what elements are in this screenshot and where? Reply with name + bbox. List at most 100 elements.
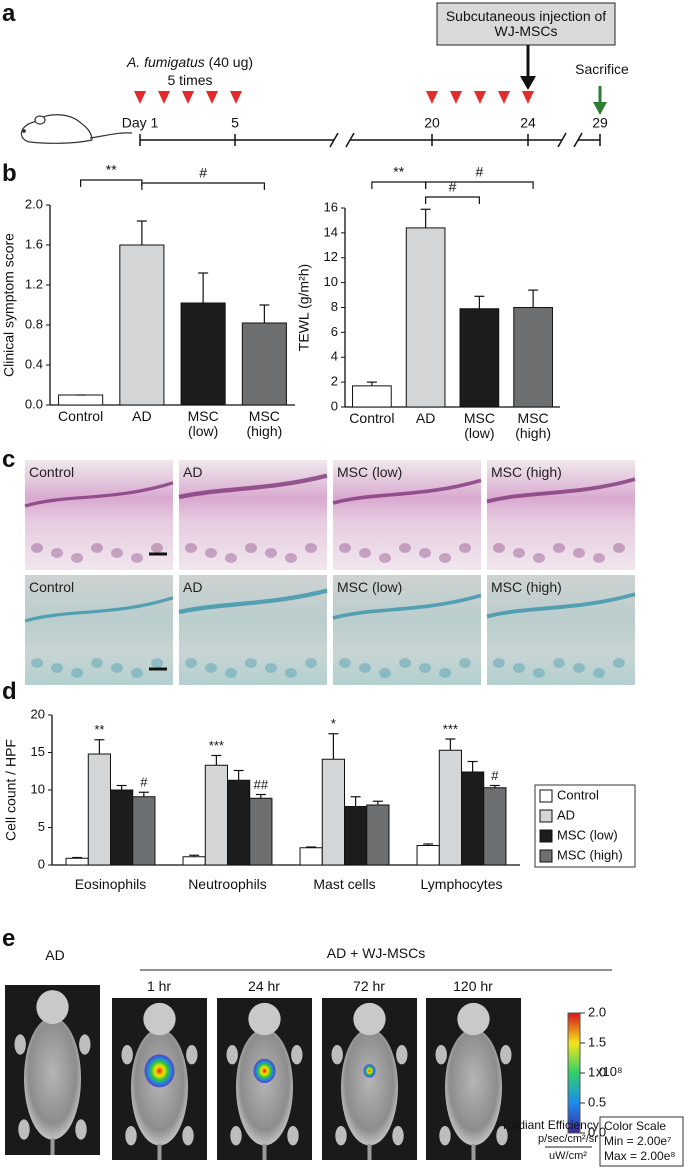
bar [65, 857, 89, 866]
legend-swatch [539, 809, 553, 823]
color-scale-bar [567, 1012, 581, 1134]
tissue-feature [419, 663, 431, 673]
scale-max: Max = 2.00e⁸ [604, 1149, 676, 1163]
tissue-feature [339, 543, 351, 553]
x-tick-label: AD [132, 408, 152, 424]
mouse-limb [230, 1125, 242, 1146]
bar [227, 779, 251, 866]
significance-label: * [331, 716, 336, 731]
significance-bracket [371, 181, 427, 189]
bar [321, 758, 345, 866]
mouse-limb [79, 1034, 91, 1055]
mouse-head [143, 1002, 176, 1036]
y-tick-label: 10 [31, 781, 45, 796]
y-tick-label: 8 [331, 299, 338, 314]
y-tick-label: 10 [324, 274, 338, 289]
tissue-feature [71, 668, 83, 678]
mouse-head [353, 1002, 386, 1036]
tissue-feature [285, 668, 297, 678]
tissue-edge [24, 596, 174, 623]
tissue-feature [305, 658, 317, 668]
panel-label: b [2, 160, 17, 187]
histology-label: MSC (low) [337, 579, 403, 595]
unit-denominator: uW/cm² [549, 1150, 587, 1162]
tissue-feature [359, 663, 371, 673]
y-axis-title: TEWL (g/m²h) [296, 264, 312, 351]
tissue-feature [225, 553, 237, 563]
tissue-feature [493, 543, 505, 553]
injection-arrowhead [520, 76, 536, 90]
dose-marker [450, 91, 462, 104]
x-tick-label: Eosinophils [74, 876, 147, 892]
tissue-feature [111, 548, 123, 558]
significance-label: # [491, 768, 499, 783]
y-tick-label: 6 [331, 324, 338, 339]
tissue-feature [131, 668, 143, 678]
stain-image [333, 575, 481, 685]
significance-label: *** [443, 721, 458, 736]
y-tick-label: 2.0 [25, 196, 43, 211]
tissue-edge [486, 477, 636, 504]
dose-marker [426, 91, 438, 104]
dose-marker [474, 91, 486, 104]
he-image [487, 460, 635, 570]
tissue-feature [51, 663, 63, 673]
mouse-limb [18, 1119, 30, 1140]
signal [144, 1054, 175, 1088]
significance-label: # [140, 775, 148, 790]
legend-label: AD [557, 807, 575, 822]
mouse-body [341, 1028, 398, 1146]
tissue-feature [91, 543, 103, 553]
tissue-feature [151, 658, 163, 668]
dose-marker [522, 91, 534, 104]
endpoint: Sacrifice [575, 61, 629, 77]
scale-title: Color Scale [604, 1119, 667, 1133]
bar [461, 771, 485, 866]
tissue-feature [439, 668, 451, 678]
mouse-limb [291, 1044, 303, 1065]
x-tick-label: MSC (low) [187, 408, 219, 439]
tissue-feature [399, 658, 411, 668]
stain-image [487, 575, 635, 685]
signal [363, 1064, 376, 1078]
mouse-tail [367, 1143, 372, 1160]
tissue-feature [305, 543, 317, 553]
mouse-head [248, 1002, 281, 1036]
significance-label: ** [106, 162, 117, 178]
significance-label: # [449, 179, 457, 195]
tissue-feature [513, 548, 525, 558]
tissue-feature [553, 543, 565, 553]
mouse-limb [226, 1044, 238, 1065]
tissue-feature [459, 543, 471, 553]
x-tick-label: Mast cells [313, 876, 376, 892]
x-tick-label: MSC (high) [515, 410, 552, 441]
bar [405, 227, 446, 408]
tissue-edge [332, 593, 482, 620]
dose-marker [182, 91, 194, 104]
histology-label: AD [183, 579, 203, 595]
bar [241, 322, 287, 406]
panel-label: e [2, 925, 16, 952]
tissue-edge [486, 592, 636, 619]
bar [344, 806, 368, 866]
x-tick-label: Control [58, 408, 104, 424]
tissue-feature [613, 543, 625, 553]
tissue-feature [205, 663, 217, 673]
legend-label: Control [557, 787, 599, 802]
tissue-feature [419, 548, 431, 558]
bar [352, 385, 392, 408]
he-image [179, 460, 327, 570]
mouse-body [236, 1028, 293, 1146]
legend-label: MSC (low) [557, 827, 618, 842]
scale-tick-label: 1.0 [588, 1064, 606, 1079]
tissue-feature [593, 553, 605, 563]
mouse-limb [186, 1044, 198, 1065]
y-tick-label: 0.4 [25, 356, 43, 371]
mouse-limb [392, 1125, 404, 1146]
scale-tick-label: 0.5 [588, 1094, 606, 1109]
x-tick-label: AD [415, 410, 436, 426]
day-label: 20 [424, 115, 440, 131]
mouse-limb [396, 1044, 408, 1065]
histology-label: MSC (low) [337, 464, 403, 480]
x-tick-label: Control [349, 410, 395, 426]
